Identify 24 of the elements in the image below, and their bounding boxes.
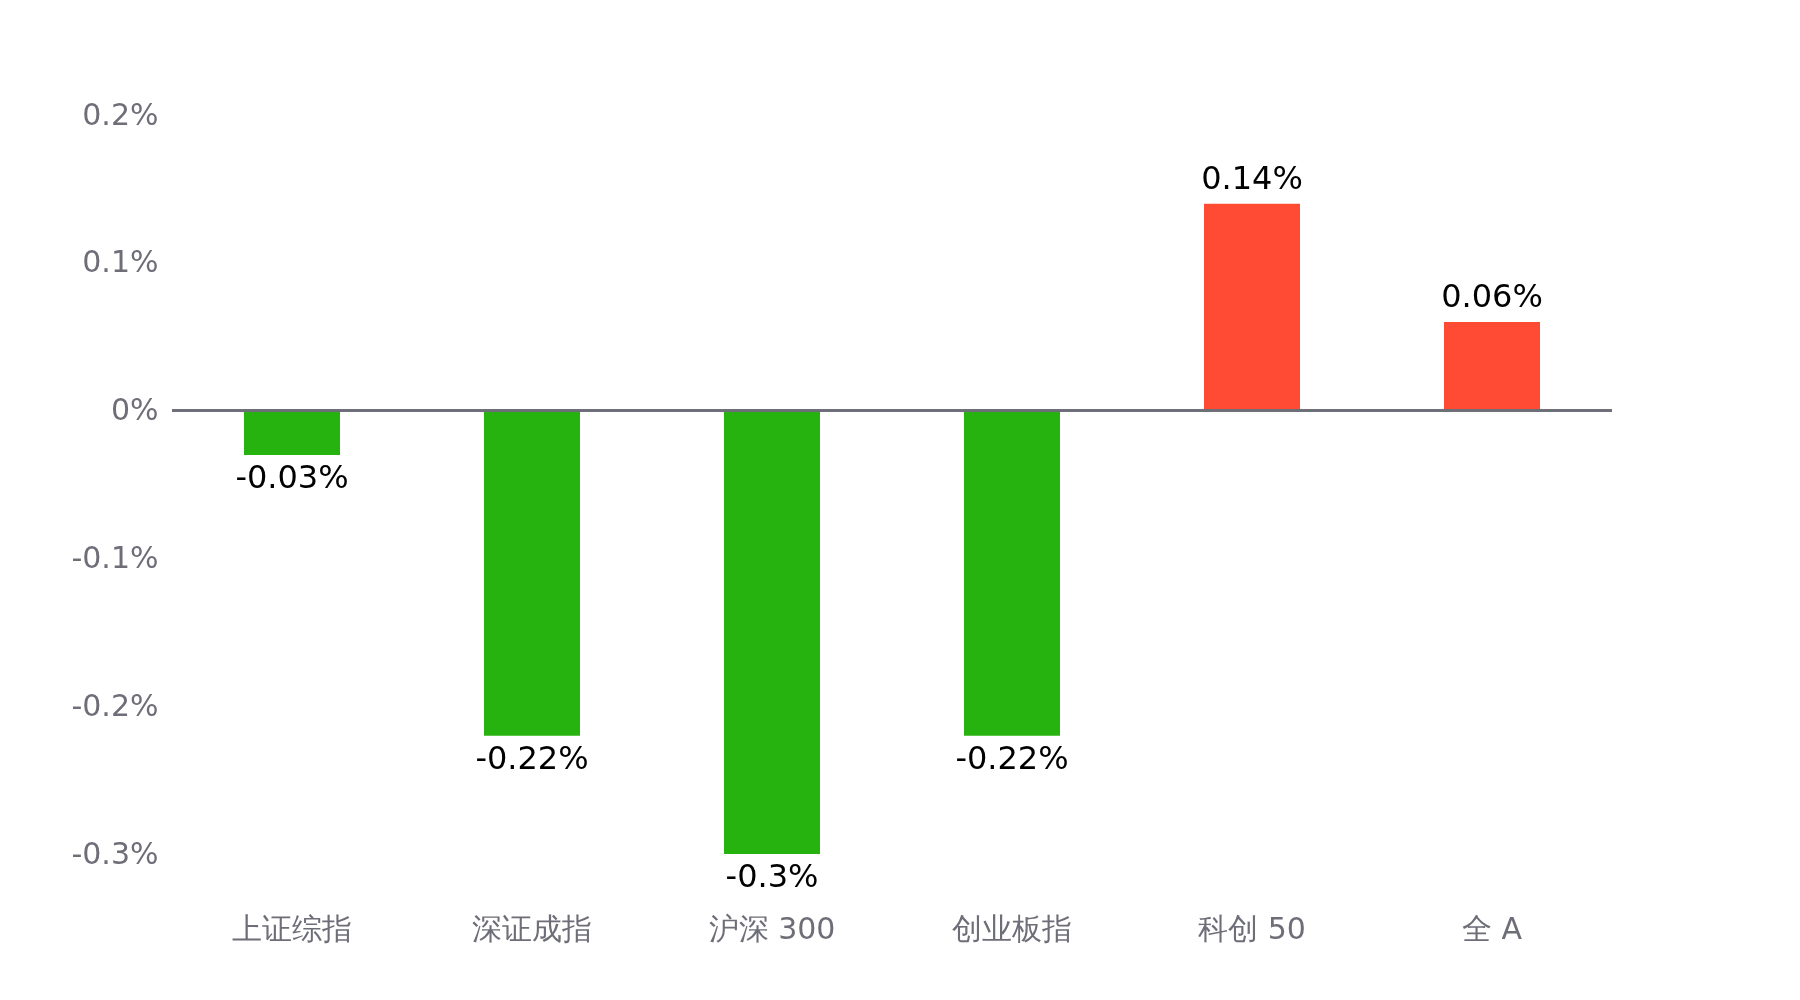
data-label: -0.3% [725,857,819,895]
data-label: -0.03% [235,457,349,496]
x-tick-label: 沪深 300 [708,910,836,946]
y-tick-label: -0.2% [71,687,159,723]
data-label: -0.22% [955,738,1069,777]
bar [244,410,340,455]
bar [964,410,1060,736]
bar [484,410,580,736]
bar [1444,321,1540,411]
bar [724,410,820,854]
data-label: 0.06% [1441,276,1543,315]
x-tick-label: 上证综指 [232,910,352,946]
data-label: -0.22% [475,738,589,777]
bar [1204,203,1300,411]
y-tick-label: -0.3% [71,835,159,871]
data-label: 0.14% [1201,158,1303,197]
x-tick-label: 创业板指 [952,910,1072,946]
y-tick-label: 0% [110,392,159,428]
x-tick-label: 全 A [1461,910,1523,946]
y-tick-label: 0.2% [82,96,159,132]
y-tick-label: 0.1% [82,244,159,280]
y-tick-label: -0.1% [71,539,159,575]
x-tick-label: 深证成指 [472,910,592,946]
x-tick-label: 科创 50 [1198,910,1306,946]
